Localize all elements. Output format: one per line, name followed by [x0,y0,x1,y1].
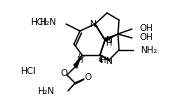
Text: H₂N: H₂N [37,88,54,97]
Text: H: H [99,56,105,64]
Text: NH₂: NH₂ [140,46,157,54]
Polygon shape [73,55,82,69]
Text: H: H [76,56,82,64]
Text: H: H [105,39,111,47]
Text: HCl: HCl [30,18,46,26]
Text: OH: OH [140,33,154,43]
Text: O: O [84,73,91,81]
Text: N: N [106,57,112,66]
Text: N: N [105,36,111,44]
Text: O: O [61,68,67,77]
Text: OH: OH [140,23,154,33]
Text: HCl: HCl [20,67,36,77]
Text: N: N [90,19,96,29]
Polygon shape [104,34,118,42]
Text: H₂N: H₂N [39,18,56,26]
